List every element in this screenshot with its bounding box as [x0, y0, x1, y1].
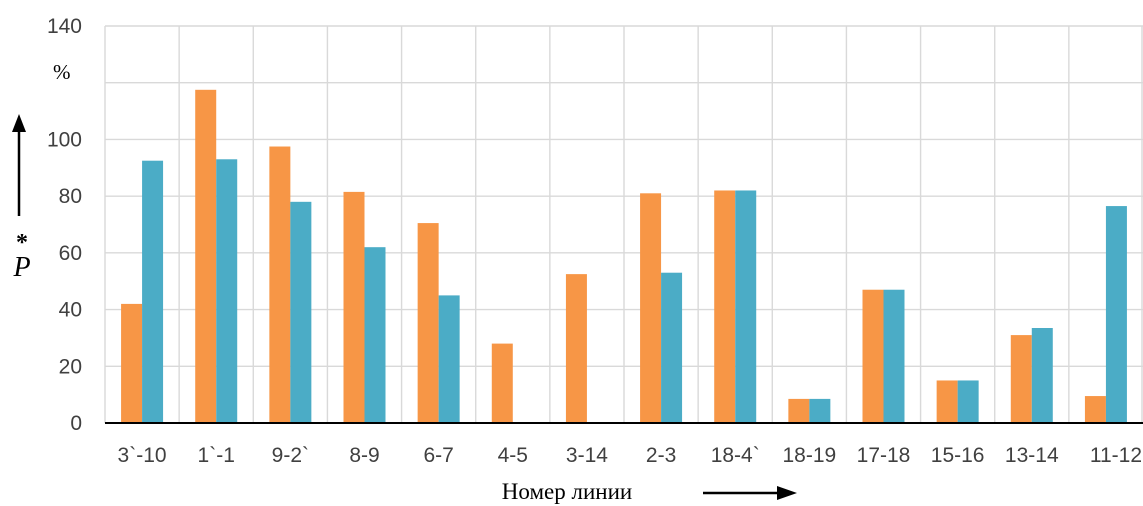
- bar-series-1: [417, 223, 439, 423]
- x-tick-label: 17-18: [857, 444, 911, 467]
- bar-series-2: [1105, 206, 1127, 423]
- bar-series-1: [565, 274, 587, 423]
- bars: [121, 89, 1127, 424]
- x-tick-label: 8-9: [349, 444, 379, 467]
- x-tick-label: 3-14: [566, 444, 608, 467]
- bar-series-1: [714, 190, 736, 423]
- bar-series-1: [343, 191, 365, 423]
- x-tick-label: 6-7: [423, 444, 453, 467]
- x-tick-label: 13-14: [1005, 444, 1059, 467]
- bar-series-2: [809, 398, 831, 423]
- bar-series-1: [788, 398, 810, 423]
- x-tick-label: 18-4`: [711, 444, 760, 467]
- y-tick-label: 80: [59, 185, 82, 208]
- bar-series-2: [142, 160, 164, 424]
- bar-series-2: [735, 190, 757, 423]
- bar-series-1: [491, 343, 513, 423]
- x-axis-arrow: [703, 486, 797, 500]
- y-axis-arrow: [12, 114, 26, 216]
- y-tick-label: 0: [70, 412, 82, 435]
- bar-series-2: [883, 289, 905, 423]
- bar-series-2: [957, 380, 979, 423]
- bar-series-1: [1084, 396, 1106, 423]
- vertical-gridlines: [104, 26, 1143, 423]
- y-tick-label: 20: [59, 355, 82, 378]
- y-tick-label: 140: [47, 15, 82, 38]
- bar-series-2: [290, 201, 312, 423]
- y-axis-label: P: [12, 252, 30, 283]
- bar-series-2: [364, 247, 386, 423]
- x-tick-label: 4-5: [498, 444, 528, 467]
- bar-series-2: [438, 295, 460, 423]
- bar-series-1: [862, 289, 884, 423]
- bar-series-1: [640, 193, 662, 423]
- y-tick-labels: 0 20 40 60 80 100 140: [47, 15, 82, 435]
- bar-series-1: [195, 89, 217, 423]
- bar-series-1: [936, 380, 958, 423]
- bar-series-2: [1031, 328, 1053, 423]
- x-tick-label: 9-2`: [272, 444, 309, 467]
- y-unit-label: %: [53, 60, 71, 84]
- x-tick-label: 15-16: [931, 444, 985, 467]
- bar-series-1: [121, 303, 143, 423]
- x-axis-label: Номер линии: [502, 479, 632, 504]
- y-tick-label: 40: [59, 299, 82, 322]
- y-axis-superscript: *: [16, 230, 28, 256]
- bar-series-1: [1010, 335, 1032, 423]
- x-tick-label: 1`-1: [198, 444, 235, 467]
- x-tick-label: 18-19: [782, 444, 836, 467]
- x-tick-labels: 3`-10 1`-1 9-2` 8-9 6-7 4-5 3-14 2-3 18-4` 18-19 1…: [118, 444, 1142, 467]
- y-tick-label: 60: [59, 242, 82, 265]
- bar-series-2: [216, 159, 238, 423]
- x-tick-label: 11-12: [1090, 444, 1142, 467]
- x-tick-label: 2-3: [646, 444, 676, 467]
- y-tick-label: 100: [47, 128, 82, 151]
- bar-series-2: [661, 272, 683, 423]
- x-tick-label: 3`-10: [118, 444, 167, 467]
- bar-series-1: [269, 146, 291, 423]
